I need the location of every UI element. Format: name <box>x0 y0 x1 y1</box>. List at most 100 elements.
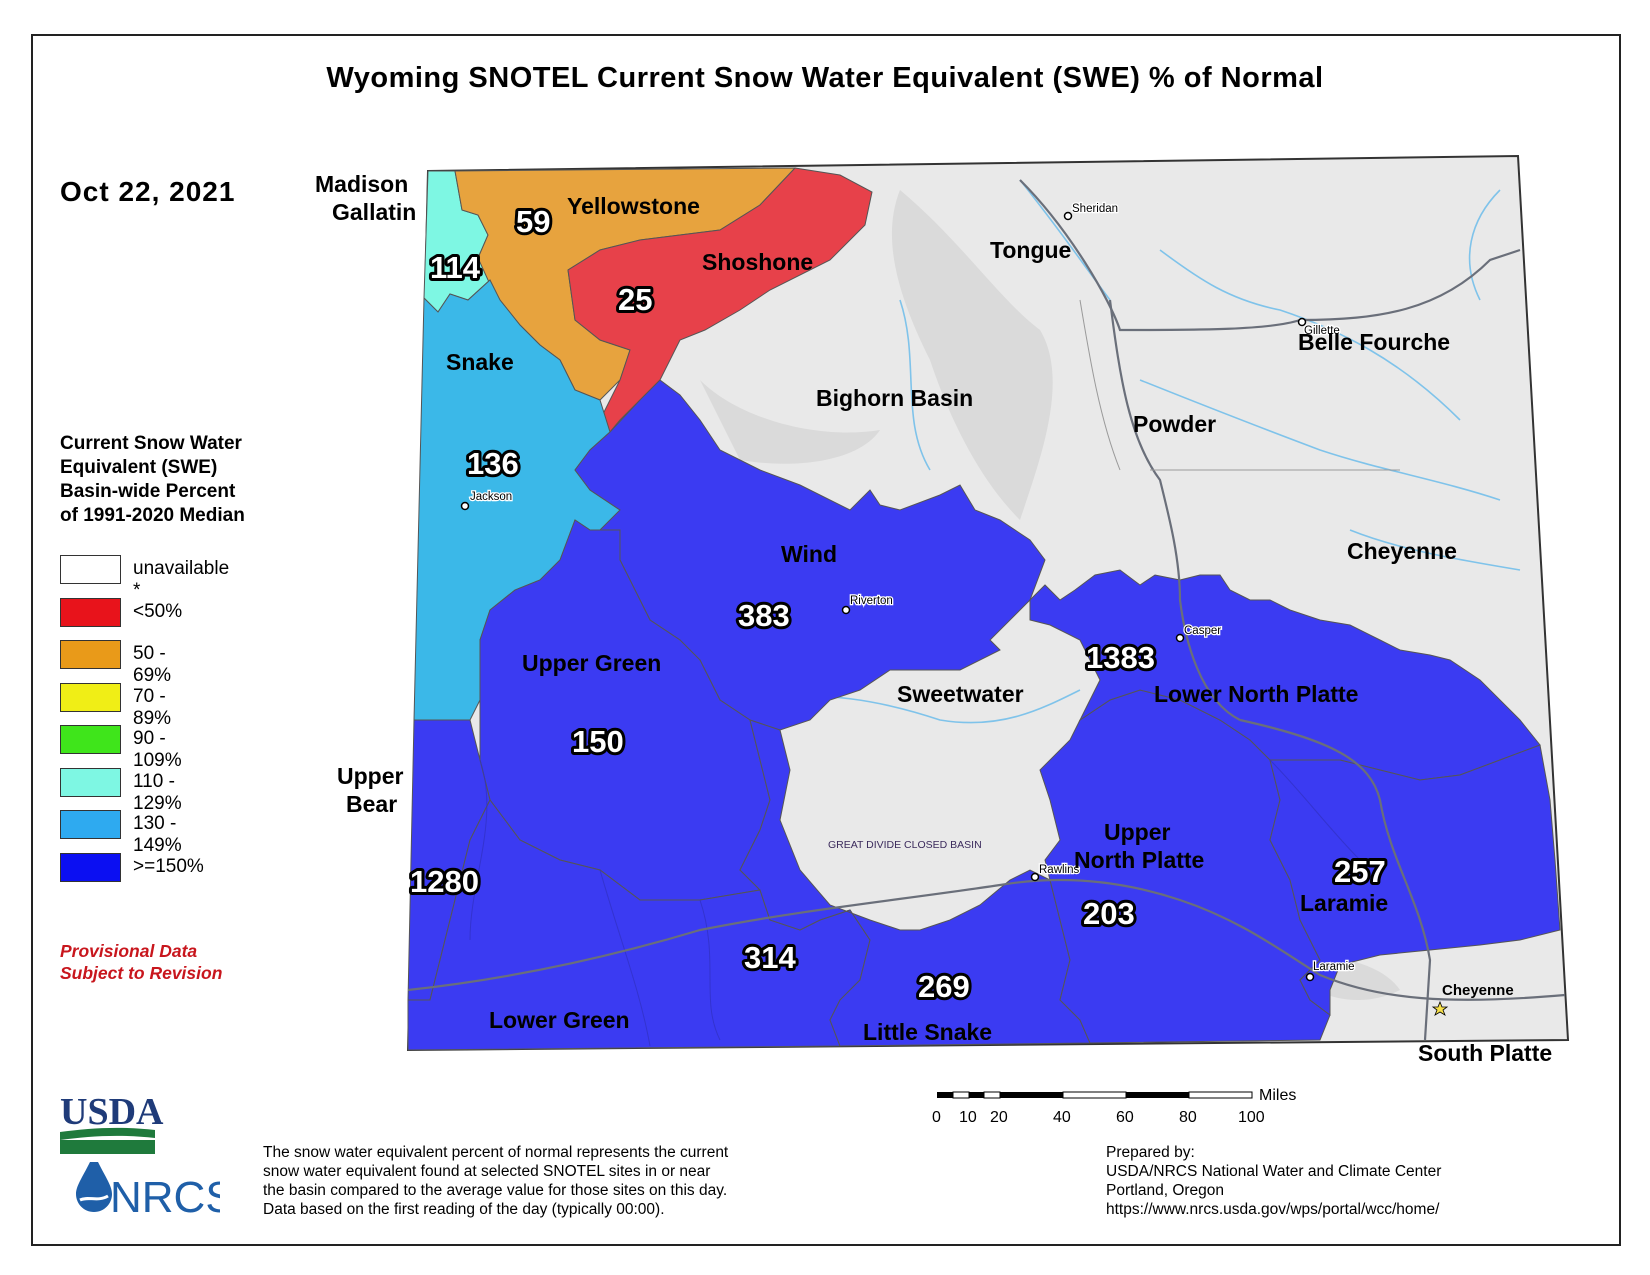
legend-title-line: of 1991-2020 Median <box>60 505 245 526</box>
value-upper-bear: 1280 <box>410 864 479 899</box>
basin-lower-north-platte <box>1029 569 1541 781</box>
basin-name-upper: Upper <box>337 763 404 789</box>
town-label-rawlins: Rawlins <box>1039 864 1080 876</box>
footnote-line: snow water equivalent found at selected … <box>263 1163 711 1180</box>
sub-basin-lines <box>469 759 1361 1047</box>
basin-name-lower-north-platte: Lower North Platte <box>1154 681 1358 707</box>
value-upper-green: 150 <box>572 724 624 759</box>
basin-name-bear: Bear <box>346 791 397 817</box>
legend-title-line: Basin-wide Percent <box>60 481 236 502</box>
scale-bar: Miles 0 10 20 40 60 80 100 <box>932 1087 1296 1126</box>
legend-swatch <box>60 810 121 839</box>
value-lower-north-platte: 1383 <box>1086 640 1155 675</box>
basin-name-laramie: Laramie <box>1300 890 1388 916</box>
legend-label: 70 - 89% <box>133 685 172 729</box>
roads <box>407 179 1566 1041</box>
rivers <box>649 179 1521 1001</box>
basin-name-madison: Madison <box>315 171 408 197</box>
basin-name-yellowstone: Yellowstone <box>567 193 700 219</box>
legend-swatch <box>60 725 121 754</box>
map-frame <box>31 34 1621 1246</box>
town-label-laramie: Laramie <box>1313 961 1355 973</box>
map-title: Wyoming SNOTEL Current Snow Water Equiva… <box>326 62 1324 94</box>
legend-label: 130 - 149% <box>133 813 182 856</box>
scale-unit: Miles <box>1259 1087 1296 1104</box>
scale-tick: 40 <box>1053 1109 1071 1126</box>
town-label-gillette: Gillette <box>1304 325 1340 337</box>
legend-label: 50 - 69% <box>133 643 172 686</box>
legend-swatch <box>60 640 121 669</box>
town-markers <box>460 211 1315 982</box>
scale-tick: 0 <box>932 1109 941 1126</box>
basin-name-upper-np-1: Upper <box>1104 819 1171 845</box>
basin-name-powder: Powder <box>1133 411 1216 437</box>
water-drop-icon <box>76 1162 112 1212</box>
scale-seg <box>1188 1091 1253 1099</box>
town-dot-laramie <box>1305 972 1315 982</box>
scale-seg <box>983 1091 1001 1099</box>
town-label-casper: Casper <box>1184 625 1221 637</box>
footnote-line: the basin compared to the average value … <box>263 1182 728 1199</box>
scale-seg <box>1062 1091 1127 1099</box>
town-dot-sheridan <box>1063 211 1073 221</box>
basin-name-wind: Wind <box>781 541 837 567</box>
value-shoshone: 25 <box>618 282 652 317</box>
basin-name-sweetwater: Sweetwater <box>897 681 1024 707</box>
basin-name-belle-fourche: Belle Fourche <box>1298 329 1450 355</box>
capital-star-icon <box>1431 1000 1449 1016</box>
scale-seg <box>969 1092 984 1098</box>
provisional-line: Provisional Data <box>60 941 198 961</box>
prepared-line: Portland, Oregon <box>1106 1182 1225 1199</box>
prepared-line: USDA/NRCS National Water and Climate Cen… <box>1106 1163 1442 1180</box>
legend-swatch <box>60 852 121 882</box>
basin-name-snake: Snake <box>446 349 514 375</box>
town-dot-gillette <box>1297 317 1307 327</box>
provisional-line: Subject to Revision <box>60 963 223 983</box>
basin-name-shoshone: Shoshone <box>702 249 813 275</box>
town-dot-jackson <box>460 501 470 511</box>
town-dot-casper <box>1175 633 1185 643</box>
value-wind: 383 <box>738 598 790 633</box>
basin-name-tongue: Tongue <box>990 237 1071 263</box>
basin-name-upper-green: Upper Green <box>522 650 661 676</box>
usda-wordmark: USDA <box>60 1091 164 1133</box>
town-label-cheyenne: Cheyenne <box>1442 982 1514 999</box>
basin-name-lower-green: Lower Green <box>489 1007 630 1033</box>
scale-seg <box>952 1091 970 1099</box>
provisional-note: Provisional Data Subject to Revision <box>60 940 222 984</box>
legend-label: 110 - 129% <box>133 770 182 814</box>
legend-swatch <box>60 767 121 797</box>
value-upper-north-platte: 203 <box>1083 896 1135 931</box>
scale-tick: 80 <box>1179 1109 1197 1126</box>
prepared-by: Prepared by: USDA/NRCS National Water an… <box>1106 1143 1506 1219</box>
basin-laramie <box>1269 744 1561 1016</box>
scale-seg <box>1126 1092 1189 1098</box>
town-label-jackson: Jackson <box>470 491 512 503</box>
value-yellowstone: 59 <box>516 204 550 239</box>
basin-little-snake <box>739 719 1091 1047</box>
legend-title: Current Snow Water Equivalent (SWE) Basi… <box>60 432 290 528</box>
usda-field-band <box>60 1140 155 1154</box>
basin-name-gallatin: Gallatin <box>332 199 416 225</box>
basin-name-little-snake: Little Snake <box>863 1019 992 1045</box>
value-laramie: 257 <box>1334 854 1386 889</box>
nrcs-wordmark: NRCS <box>110 1173 220 1220</box>
scale-tick: 60 <box>1116 1109 1134 1126</box>
town-label-sheridan: Sheridan <box>1072 203 1118 215</box>
footnote-line: Data based on the first reading of the d… <box>263 1201 665 1218</box>
legend-label: unavailable * <box>133 558 230 601</box>
map-date: Oct 22, 2021 <box>60 176 236 207</box>
legend-label: 90 - 109% <box>133 728 182 771</box>
town-label-riverton: Riverton <box>850 595 893 607</box>
legend-label: >=150% <box>133 855 204 877</box>
legend-swatch <box>60 682 121 712</box>
basin-name-bighorn: Bighorn Basin <box>816 385 973 411</box>
footnote-line: The snow water equivalent percent of nor… <box>263 1144 729 1161</box>
scale-tick: 20 <box>990 1109 1008 1126</box>
prepared-link[interactable]: https://www.nrcs.usda.gov/wps/portal/wcc… <box>1106 1201 1440 1218</box>
legend-label: <50% <box>133 600 183 622</box>
value-snake: 136 <box>467 446 519 481</box>
great-divide-label: GREAT DIVIDE CLOSED BASIN <box>828 839 982 851</box>
basin-name-upper-np-2: North Platte <box>1074 847 1204 873</box>
